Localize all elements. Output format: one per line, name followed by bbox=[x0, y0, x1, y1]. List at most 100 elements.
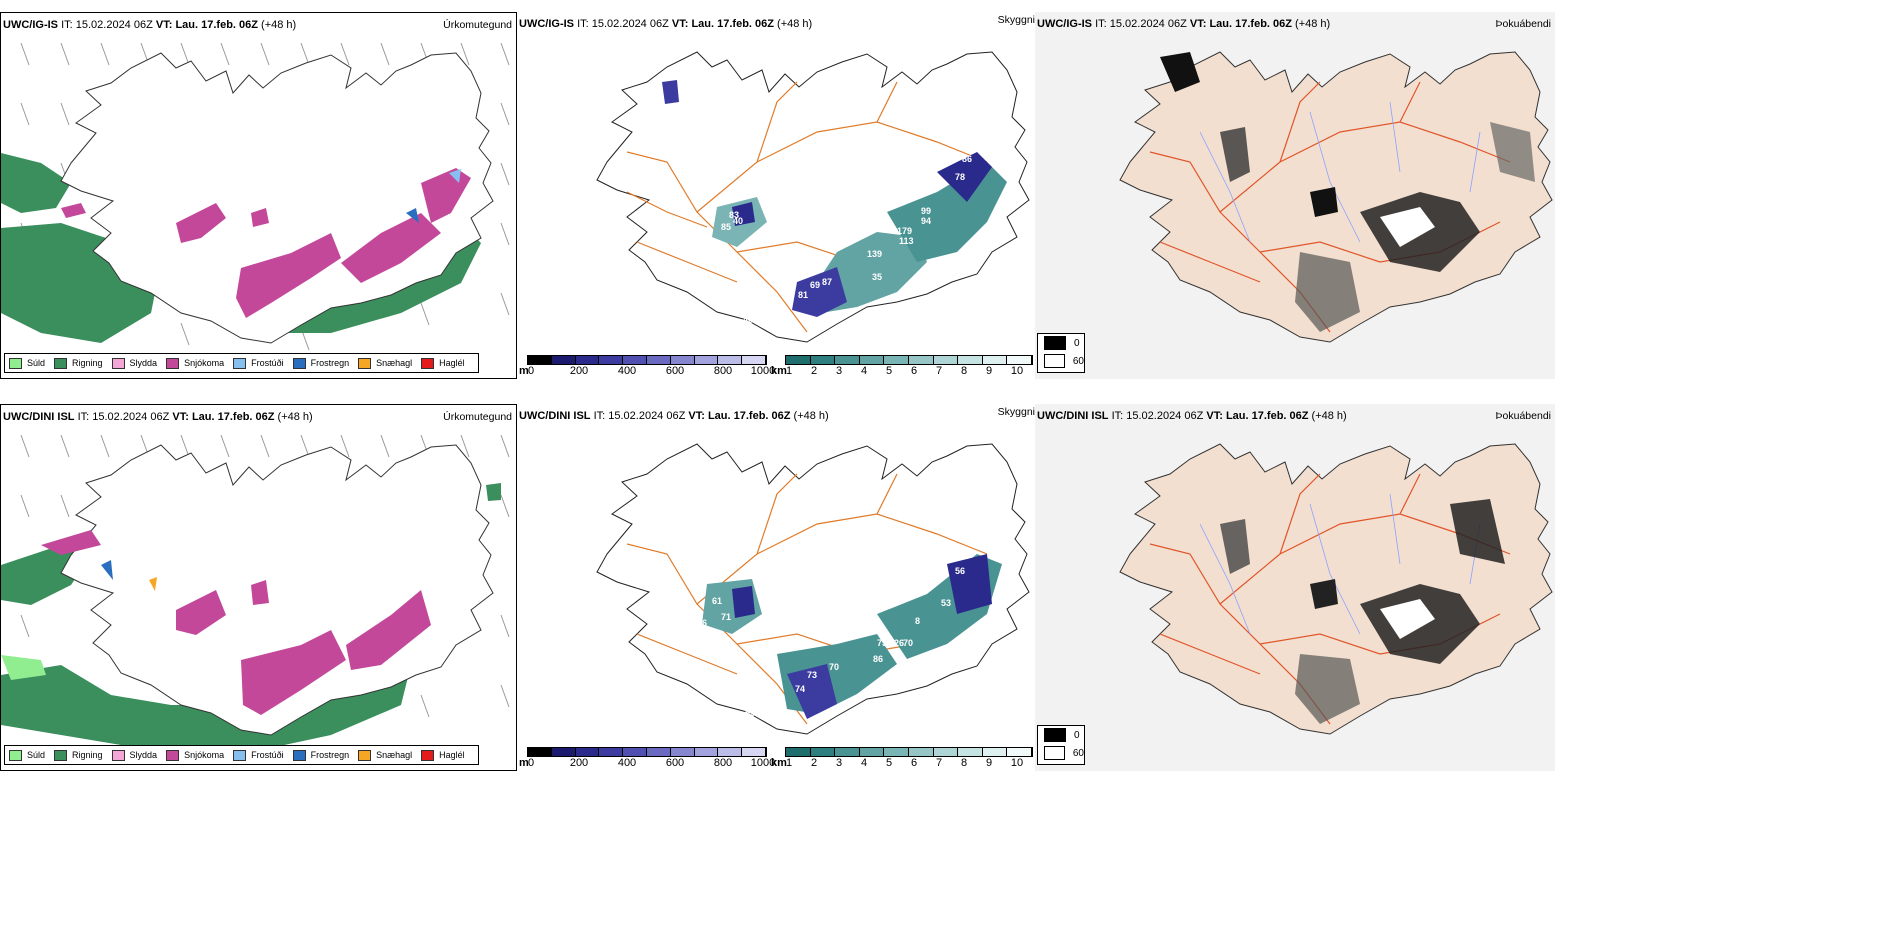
visibility-label: 12 bbox=[575, 588, 585, 598]
precip-legend: Súld Rigning Slydda Snjókoma Frostúði Fr… bbox=[4, 745, 479, 765]
legend-swatch bbox=[292, 749, 306, 761]
km-colorbar-ticks: km 1 2 3 4 5 6 7 8 9 10 bbox=[771, 757, 1024, 769]
precip-map bbox=[1, 434, 510, 755]
legend-item: Snæhagl bbox=[358, 749, 412, 761]
panel-title: UWC/IG-IS IT: 15.02.2024 06Z VT: Lau. 17… bbox=[1037, 18, 1331, 30]
variable-label: Úrkomutegund bbox=[443, 19, 512, 31]
legend-item: Snæhagl bbox=[358, 357, 412, 369]
visibility-label: 75 bbox=[877, 638, 887, 648]
visibility-label: 113 bbox=[899, 236, 914, 246]
legend-item: Frostúði bbox=[233, 357, 284, 369]
visibility-label: 61 bbox=[712, 596, 722, 606]
visibility-label: 53 bbox=[941, 598, 951, 608]
panel-title: UWC/DINI ISL IT: 15.02.2024 06Z VT: Lau.… bbox=[519, 410, 829, 422]
visibility-label: 70 bbox=[903, 638, 913, 648]
km-colorbar-bar bbox=[785, 355, 1033, 365]
visibility-label: 40 bbox=[743, 315, 753, 325]
visibility-label: 11 bbox=[775, 202, 785, 212]
visibility-value-labels: 12 61 10 16 71 18 66 81 56 53 8 75 126 7… bbox=[575, 546, 969, 724]
visibility-label: 81 bbox=[798, 290, 808, 300]
legend-item: Rigning bbox=[54, 749, 103, 761]
variable-label: Skyggni bbox=[997, 14, 1035, 26]
variable-label: Úrkomutegund bbox=[443, 411, 512, 423]
variable-label: Þokuábendi bbox=[1495, 410, 1551, 422]
visibility-label: 86 bbox=[873, 654, 883, 664]
visibility-label: 66 bbox=[782, 287, 792, 297]
km-colorbar-ticks: km 1 2 3 4 5 6 7 8 9 10 bbox=[771, 365, 1024, 377]
visibility-label: 83 bbox=[729, 210, 739, 220]
legend-swatch bbox=[358, 749, 372, 761]
visibility-label: 99 bbox=[921, 206, 931, 216]
visibility-label: 8 bbox=[915, 616, 920, 626]
visibility-label: 157 bbox=[833, 239, 848, 249]
visibility-panel-bottom: 12 61 10 16 71 18 66 81 56 53 8 75 126 7… bbox=[517, 404, 1035, 771]
legend-swatch bbox=[166, 357, 180, 369]
legend-item: Slydda bbox=[111, 357, 157, 369]
legend-item: Frostregn bbox=[292, 749, 349, 761]
visibility-panel-top: 18 83 11 85 32 29 40 15 38 78 86 99 94 1… bbox=[517, 12, 1035, 379]
legend-item: Snjókoma bbox=[166, 357, 224, 369]
legend-swatch bbox=[166, 749, 180, 761]
fog-legend-row: 60 bbox=[1038, 744, 1084, 762]
legend-swatch bbox=[421, 749, 435, 761]
fog-legend: 0 60 bbox=[1037, 725, 1085, 765]
visibility-label: 81 bbox=[937, 568, 947, 578]
legend-item: Snjókoma bbox=[166, 749, 224, 761]
legend-item: Haglél bbox=[421, 749, 465, 761]
visibility-value-labels: 18 83 11 85 32 29 40 15 38 78 86 99 94 1… bbox=[644, 84, 972, 325]
legend-swatch bbox=[54, 749, 68, 761]
visibility-km-colorbar: km 1 2 3 4 5 6 7 8 9 10 bbox=[771, 747, 1033, 769]
legend-swatch bbox=[54, 357, 68, 369]
visibility-label: 126 bbox=[889, 638, 904, 648]
visibility-label: 29 bbox=[693, 239, 703, 249]
visibility-m-colorbar: m 0 200 400 600 800 1000 bbox=[519, 747, 775, 769]
legend-item: Rigning bbox=[54, 357, 103, 369]
legend-swatch bbox=[9, 749, 22, 761]
variable-label: Skyggni bbox=[997, 406, 1035, 418]
fog-map bbox=[1119, 51, 1553, 343]
legend-swatch bbox=[421, 357, 435, 369]
visibility-label: 15 bbox=[905, 154, 915, 164]
visibility-label: 74 bbox=[795, 684, 805, 694]
river-network bbox=[1199, 101, 1481, 243]
visibility-label: 85 bbox=[749, 690, 759, 700]
legend-swatch bbox=[111, 357, 125, 369]
visibility-label: 52 bbox=[778, 307, 788, 317]
precip-type-panel-top: UWC/IG-IS IT: 15.02.2024 06Z VT: Lau. 17… bbox=[0, 12, 517, 379]
visibility-label: 70 bbox=[829, 662, 839, 672]
visibility-label: 69 bbox=[810, 280, 820, 290]
visibility-label: 52 bbox=[749, 678, 759, 688]
visibility-label: 78 bbox=[955, 172, 965, 182]
visibility-map: 12 61 10 16 71 18 66 81 56 53 8 75 126 7… bbox=[575, 443, 1030, 735]
panel-title: UWC/DINI ISL IT: 15.02.2024 06Z VT: Lau.… bbox=[1037, 410, 1347, 422]
visibility-label: 94 bbox=[921, 216, 931, 226]
visibility-label: 85 bbox=[749, 298, 759, 308]
visibility-label: 16 bbox=[697, 618, 707, 628]
fog-legend-row: 0 bbox=[1038, 726, 1084, 744]
legend-item: Slydda bbox=[111, 749, 157, 761]
legend-swatch bbox=[233, 357, 247, 369]
visibility-label: 80 bbox=[797, 258, 807, 268]
visibility-m-colorbar: m 0 200 400 600 800 1000 bbox=[519, 355, 775, 377]
panel-title: UWC/IG-IS IT: 15.02.2024 06Z VT: Lau. 17… bbox=[3, 19, 297, 31]
fog-index-panel-bottom: UWC/DINI ISL IT: 15.02.2024 06Z VT: Lau.… bbox=[1035, 404, 1555, 771]
precip-map bbox=[1, 42, 510, 351]
fog-index-panel-top: UWC/IG-IS IT: 15.02.2024 06Z VT: Lau. 17… bbox=[1035, 12, 1555, 379]
legend-swatch bbox=[9, 357, 22, 369]
precip-legend: Súld Rigning Slydda Snjókoma Frostúði Fr… bbox=[4, 353, 479, 373]
visibility-label: 56 bbox=[955, 566, 965, 576]
visibility-label: 38 bbox=[917, 174, 927, 184]
road-network bbox=[1149, 473, 1511, 725]
legend-swatch bbox=[233, 749, 247, 761]
visibility-label: 40 bbox=[733, 216, 743, 226]
fog-legend-row: 0 bbox=[1038, 334, 1084, 352]
panel-title: UWC/DINI ISL IT: 15.02.2024 06Z VT: Lau.… bbox=[3, 411, 313, 423]
legend-item: Súld bbox=[9, 749, 45, 761]
visibility-label: 35 bbox=[872, 272, 882, 282]
visibility-label: 139 bbox=[867, 249, 882, 259]
legend-item: Frostúði bbox=[233, 749, 284, 761]
visibility-km-colorbar: km 1 2 3 4 5 6 7 8 9 10 bbox=[771, 355, 1033, 377]
fog-map bbox=[1119, 443, 1553, 735]
legend-item: Frostregn bbox=[292, 357, 349, 369]
fog-legend-row: 60 bbox=[1038, 352, 1084, 370]
